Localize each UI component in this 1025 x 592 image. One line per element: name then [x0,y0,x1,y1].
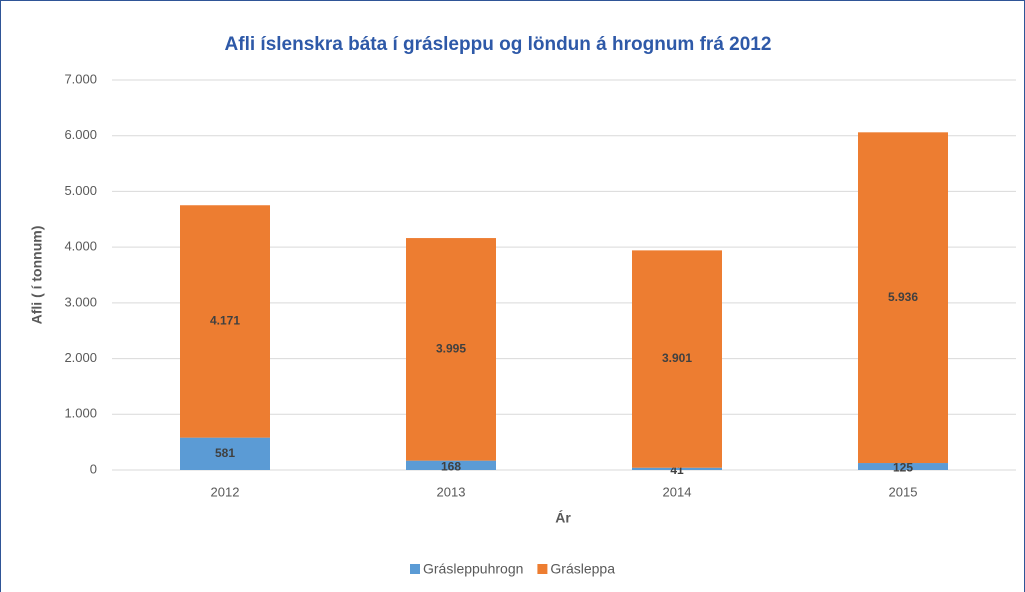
bar-segment [406,460,496,470]
legend-label: Grásleppuhrogn [423,561,523,577]
x-tick-label: 2012 [211,484,240,499]
bar-segment [858,463,948,470]
y-tick-label: 4.000 [64,239,97,254]
x-tick-label: 2015 [889,484,918,499]
data-label: 4.171 [210,314,240,328]
y-tick-label: 3.000 [64,294,97,309]
y-tick-label: 6.000 [64,127,97,142]
bar-segment [632,467,722,470]
chart-title: Afli íslenskra báta í grásleppu og löndu… [225,34,772,55]
y-axis-label: Afli ( í tonnum) [29,226,45,325]
x-tick-label: 2013 [437,484,466,499]
legend-swatch [410,564,420,574]
y-tick-label: 1.000 [64,406,97,421]
data-label: 168 [441,459,461,473]
bar-segment [180,205,270,438]
y-tick-label: 7.000 [64,71,97,86]
y-tick-label: 5.000 [64,183,97,198]
x-tick-label: 2014 [663,484,692,499]
bar-segment [858,132,948,464]
bar-segment [406,238,496,461]
y-tick-label: 0 [90,461,97,476]
data-label: 5.936 [888,290,918,304]
data-label: 581 [215,446,235,460]
data-label: 3.901 [662,351,692,365]
data-label: 3.995 [436,342,466,356]
y-tick-label: 2.000 [64,350,97,365]
x-axis-label: Ár [555,510,571,526]
data-label: 125 [893,461,913,475]
bar-segment [632,250,722,468]
legend-swatch [537,564,548,574]
bar-segment [180,437,270,470]
legend-label: Grásleppa [550,561,615,577]
